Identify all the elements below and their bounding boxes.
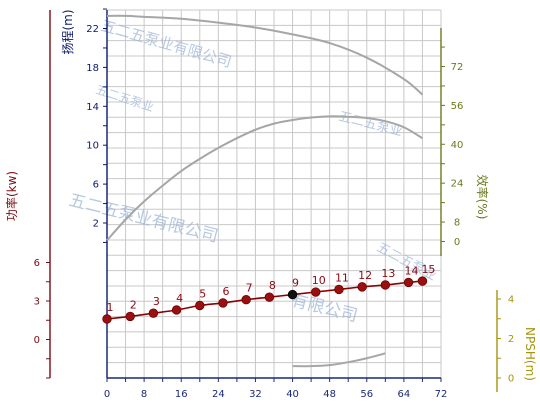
efficiency-tick-label: 72	[451, 62, 464, 73]
x-tick-label: 72	[435, 389, 448, 400]
power-data-point	[311, 287, 321, 297]
power-data-point	[417, 276, 428, 286]
power-point-label: 4	[176, 292, 183, 305]
watermark-text: 有限公司	[289, 290, 360, 326]
head-curve-line	[106, 14, 424, 96]
head-tick-label: 10	[86, 141, 99, 152]
npsh-tick-label: 0	[508, 374, 514, 385]
x-tick-label: 0	[104, 389, 110, 400]
power-data-point	[195, 300, 205, 311]
power-data-point	[241, 295, 251, 305]
power-data-point	[334, 284, 344, 295]
power-point-label: 6	[222, 285, 229, 298]
efficiency-curve-line	[106, 115, 423, 241]
power-point-label: 5	[199, 287, 206, 300]
power-point-label: 12	[358, 269, 372, 282]
efficiency-tick-label: 40	[451, 140, 464, 151]
power-data-point	[125, 311, 135, 322]
head-tick-label: 22	[86, 24, 99, 35]
power-point-label: 14	[405, 264, 419, 277]
efficiency-tick-label: 24	[451, 179, 464, 190]
power-axis-title: 功率(kw)	[4, 171, 19, 221]
head-axis-title: 扬程(m)	[60, 9, 75, 54]
power-tick-label: 3	[34, 297, 40, 308]
power-point-label: 10	[312, 274, 326, 287]
x-tick-label: 16	[175, 389, 188, 400]
head-tick-label: 14	[86, 102, 99, 113]
power-data-point	[403, 277, 414, 288]
x-tick-label: 24	[212, 389, 225, 400]
power-point-label: 3	[153, 295, 160, 308]
power-point-label: 7	[246, 282, 253, 295]
x-tick-label: 64	[398, 389, 411, 400]
watermark-text: 五二五泵业有限公司	[67, 190, 220, 246]
power-point-label: 9	[292, 277, 299, 290]
power-point-label: 13	[381, 267, 395, 280]
efficiency-axis-title: 效率(%)	[475, 175, 490, 220]
power-data-point	[357, 282, 367, 292]
watermark-text: 五二五泵业有限公司	[99, 17, 234, 72]
power-data-point	[218, 298, 228, 308]
power-tick-label: 6	[34, 258, 40, 269]
power-point-label: 1	[107, 301, 114, 314]
power-data-point	[102, 314, 112, 324]
power-point-label: 11	[335, 271, 349, 284]
x-tick-label: 40	[286, 389, 299, 400]
head-tick-label: 18	[86, 63, 99, 74]
power-data-point	[380, 280, 391, 290]
power-data-point	[287, 289, 298, 300]
efficiency-tick-label: 8	[454, 218, 460, 229]
power-tick-label: 0	[34, 335, 40, 346]
power-data-point	[148, 308, 159, 318]
x-tick-label: 48	[323, 389, 336, 400]
power-point-label: 8	[269, 279, 276, 292]
head-tick-label: 6	[93, 180, 99, 191]
npsh-axis-title: NPSH(m)	[523, 327, 537, 381]
efficiency-tick-label: 0	[454, 237, 460, 248]
power-data-point	[264, 292, 275, 302]
x-tick-label: 56	[360, 389, 373, 400]
efficiency-tick-label: 56	[451, 101, 464, 112]
head-tick-label: 2	[93, 219, 99, 230]
npsh-tick-label: 4	[508, 295, 514, 306]
npsh-curve-line	[292, 352, 386, 368]
power-point-label: 15	[421, 263, 435, 276]
x-tick-label: 32	[249, 389, 262, 400]
npsh-tick-label: 2	[508, 334, 514, 345]
x-tick-label: 8	[141, 389, 147, 400]
power-data-point	[171, 305, 182, 315]
power-point-label: 2	[130, 298, 137, 311]
